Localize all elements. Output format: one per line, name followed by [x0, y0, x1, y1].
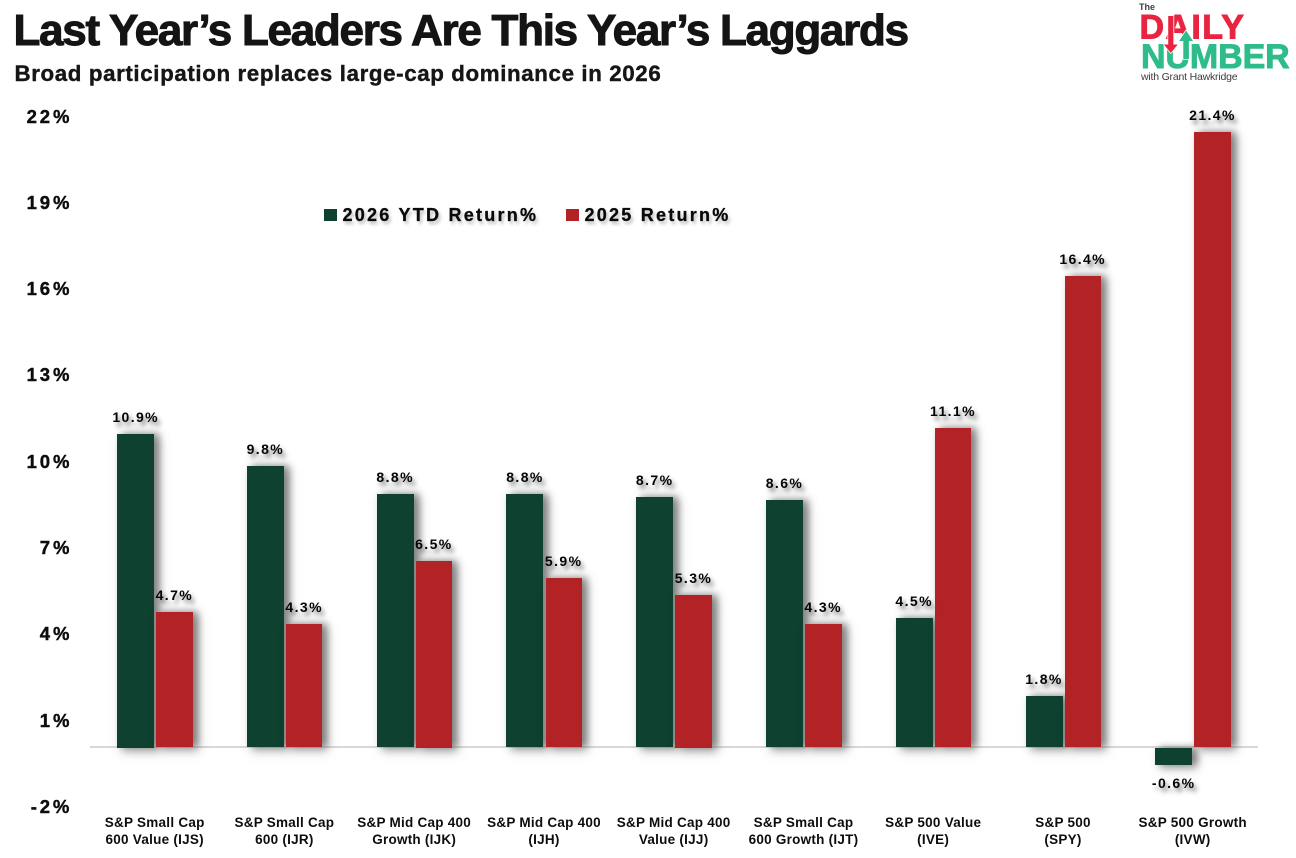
svg-text:The: The — [1139, 2, 1155, 12]
svg-text:with Grant Hawkridge: with Grant Hawkridge — [1140, 71, 1238, 83]
